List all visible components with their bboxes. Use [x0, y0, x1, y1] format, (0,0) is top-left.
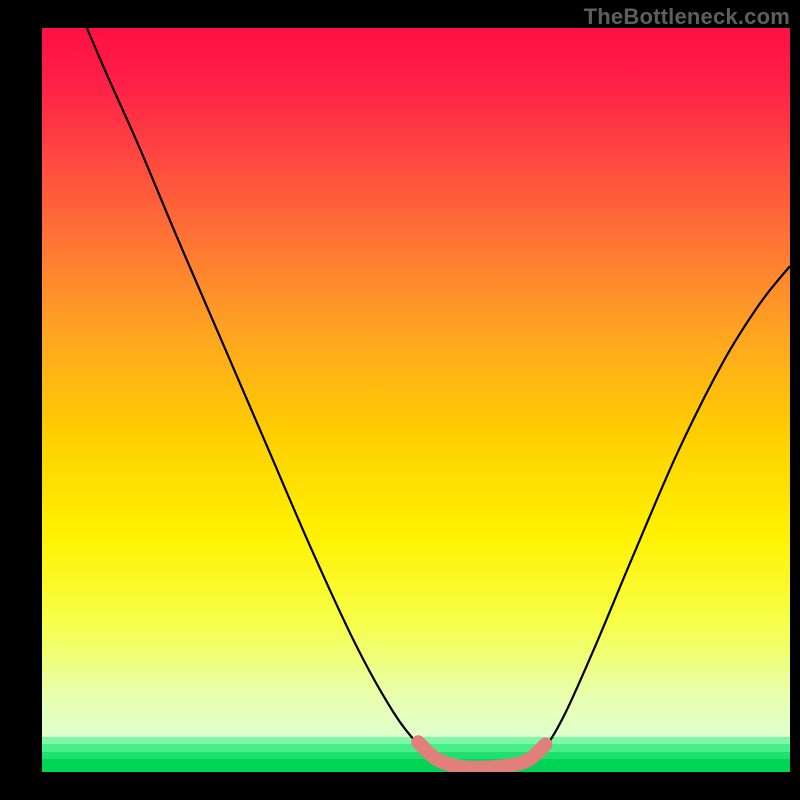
valley-highlight	[42, 28, 790, 772]
plot-area	[42, 28, 790, 772]
watermark-text: TheBottleneck.com	[584, 4, 790, 30]
chart-frame: TheBottleneck.com	[0, 0, 800, 800]
